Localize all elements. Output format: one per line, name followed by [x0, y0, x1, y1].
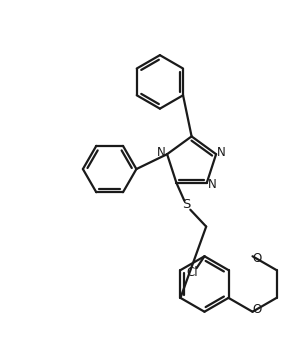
Text: N: N — [208, 178, 217, 192]
Text: O: O — [253, 303, 262, 316]
Text: N: N — [157, 146, 165, 159]
Text: N: N — [217, 146, 225, 159]
Text: Cl: Cl — [187, 266, 198, 279]
Text: S: S — [182, 198, 190, 211]
Text: O: O — [253, 252, 262, 265]
